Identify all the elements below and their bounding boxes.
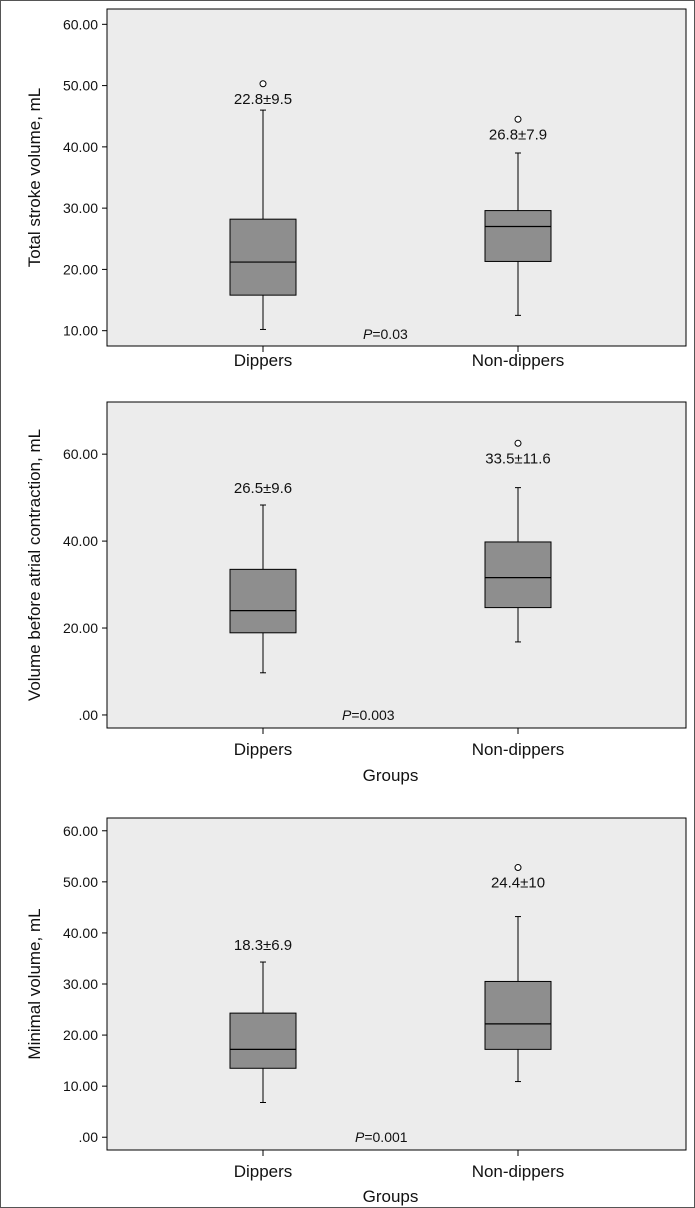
y-tick-label: 20.00	[63, 1027, 98, 1043]
y-tick-label: 40.00	[63, 925, 98, 941]
mean-sd-label: 26.8±7.9	[489, 126, 547, 143]
p-value-label: P=0.03	[363, 326, 408, 342]
plot-area	[106, 8, 687, 347]
iqr-box	[229, 218, 297, 296]
mean-sd-label: 26.5±9.6	[234, 480, 292, 497]
iqr-box	[484, 541, 552, 609]
y-tick-label: 30.00	[63, 976, 98, 992]
outlier-point	[514, 439, 522, 447]
x-axis-categories: Dippers Non-dippers	[234, 728, 565, 759]
mean-sd-label: 24.4±10	[491, 875, 545, 892]
iqr-box	[484, 980, 552, 1050]
y-tick-label: 20.00	[63, 620, 98, 636]
y-tick-label: 10.00	[63, 323, 98, 339]
p-value-text: =0.001	[364, 1129, 407, 1145]
y-axis-ticks: .00 10.00 20.00 30.00 40.00 50.00 60.00	[63, 823, 107, 1145]
x-axis-title: Groups	[363, 1187, 419, 1206]
panel-total-stroke-volume: Total stroke volume, mL 10.00 20.00 30.00 4…	[25, 8, 687, 370]
iqr-box	[229, 568, 297, 634]
y-tick-label: 10.00	[63, 1078, 98, 1094]
y-axis-ticks: .00 20.00 40.00 60.00	[63, 446, 107, 723]
mean-sd-label: 22.8±9.5	[234, 91, 292, 108]
y-tick-label: 20.00	[63, 261, 98, 277]
y-tick-label: 50.00	[63, 874, 98, 890]
y-axis-ticks: 10.00 20.00 30.00 40.00 50.00 60.00	[63, 16, 107, 339]
mean-sd-label: 18.3±6.9	[234, 937, 292, 954]
y-tick-label: 40.00	[63, 533, 98, 549]
outlier-point	[514, 115, 522, 123]
y-axis-title: Minimal volume, mL	[25, 908, 44, 1059]
y-axis-title: Total stroke volume, mL	[25, 88, 44, 268]
box-non-dippers: 33.5±11.6	[484, 439, 552, 643]
x-category-label: Dippers	[234, 740, 293, 759]
box-dippers: 26.5±9.6	[229, 480, 297, 674]
x-category-label: Dippers	[234, 1162, 293, 1181]
p-value-prefix: P	[355, 1129, 365, 1145]
box-dippers: 22.8±9.5	[229, 80, 297, 330]
x-category-label: Non-dippers	[472, 740, 565, 759]
box-marks: 22.8±9.5 26.8±7.9	[229, 80, 552, 330]
box-non-dippers: 26.8±7.9	[484, 115, 552, 316]
outlier-point	[514, 864, 522, 872]
x-category-label: Non-dippers	[472, 351, 565, 370]
box-dippers: 18.3±6.9	[229, 937, 297, 1103]
x-axis-categories: Dippers Non-dippers	[234, 1150, 565, 1181]
y-tick-label: 50.00	[63, 78, 98, 94]
y-tick-label: 60.00	[63, 823, 98, 839]
y-tick-label: .00	[79, 1129, 99, 1145]
x-category-label: Non-dippers	[472, 1162, 565, 1181]
box-non-dippers: 24.4±10	[484, 864, 552, 1083]
y-tick-label: 60.00	[63, 446, 98, 462]
panel-minimal-volume: Minimal volume, mL .00 10.00 20.00 30.00 40.…	[25, 817, 687, 1206]
iqr-box	[484, 210, 552, 262]
p-value-prefix: P	[363, 326, 373, 342]
outlier-point	[259, 80, 267, 88]
p-value-prefix: P	[342, 707, 352, 723]
x-category-label: Dippers	[234, 351, 293, 370]
box-marks: 18.3±6.9 24.4±10	[229, 864, 552, 1103]
p-value-label: P=0.001	[355, 1129, 408, 1145]
box-marks: 26.5±9.6 33.5±11.6	[229, 439, 552, 674]
panel-volume-before-atrial-contraction: Volume before atrial contraction, mL .00…	[25, 401, 687, 785]
y-tick-label: .00	[79, 707, 99, 723]
p-value-text: =0.03	[372, 326, 408, 342]
y-tick-label: 40.00	[63, 139, 98, 155]
mean-sd-label: 33.5±11.6	[485, 450, 551, 467]
x-axis-categories: Dippers Non-dippers	[234, 346, 565, 370]
y-axis-title: Volume before atrial contraction, mL	[25, 429, 44, 701]
plot-area	[106, 817, 687, 1151]
y-tick-label: 60.00	[63, 16, 98, 32]
plot-area	[106, 401, 687, 729]
iqr-box	[229, 1012, 297, 1069]
x-axis-title: Groups	[363, 766, 419, 785]
p-value-text: =0.003	[351, 707, 394, 723]
p-value-label: P=0.003	[342, 707, 395, 723]
y-tick-label: 30.00	[63, 200, 98, 216]
